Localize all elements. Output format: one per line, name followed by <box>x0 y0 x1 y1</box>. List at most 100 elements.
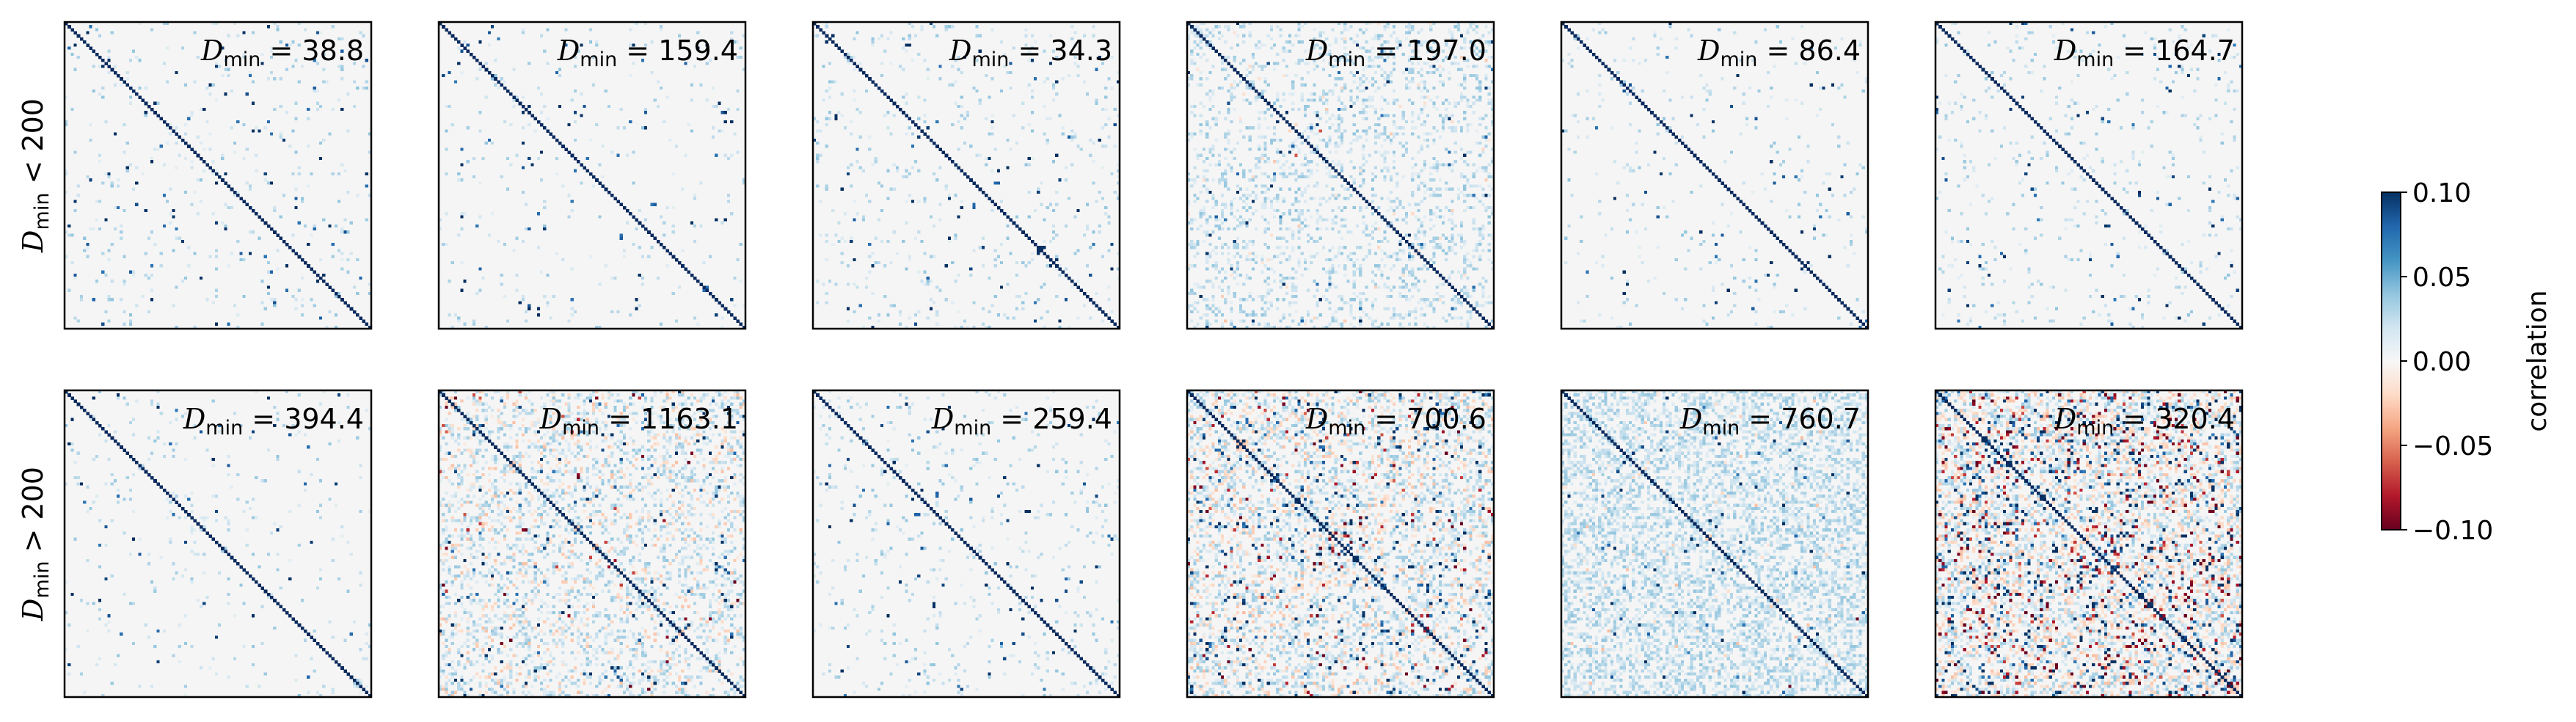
heatmap-cell <box>1935 111 1939 114</box>
heatmap-cell <box>184 276 188 280</box>
heatmap-cell <box>923 270 927 274</box>
heatmap-cell <box>1303 267 1307 271</box>
heatmap-cell <box>187 117 191 120</box>
heatmap-cell <box>334 295 338 299</box>
heatmap-cell <box>1224 178 1227 182</box>
heatmap-cell <box>1373 252 1378 255</box>
heatmap-cell <box>1423 80 1427 84</box>
heatmap-cell <box>1380 322 1384 326</box>
diagonal-cell <box>546 129 550 133</box>
heatmap-cell <box>1398 242 1402 247</box>
heatmap-cell <box>690 83 693 87</box>
heatmap-cell <box>1564 129 1568 133</box>
heatmap-cell <box>365 172 368 175</box>
heatmap-cell <box>1469 22 1473 26</box>
diagonal-cell <box>1757 218 1762 222</box>
heatmap-cell <box>1453 55 1457 59</box>
heatmap-cell <box>1321 160 1326 164</box>
heatmap-cell <box>899 313 902 317</box>
heatmap-cell <box>1432 65 1436 68</box>
heatmap-cell <box>1414 285 1417 289</box>
heatmap-cell <box>1420 68 1423 71</box>
heatmap-cell <box>1638 255 1641 258</box>
heatmap-cell <box>1386 307 1390 310</box>
diagonal-cell <box>1414 249 1417 252</box>
heatmap-cell <box>1404 68 1408 71</box>
heatmap-cell <box>1190 221 1194 225</box>
heatmap-cell <box>1236 208 1240 213</box>
heatmap-cell <box>1417 280 1420 283</box>
heatmap-cell <box>1635 230 1638 234</box>
heatmap-cell <box>954 101 957 105</box>
diagonal-cell <box>969 178 973 182</box>
heatmap-cell <box>1435 285 1439 289</box>
heatmap-cell <box>1030 258 1034 262</box>
heatmap-cell <box>1211 28 1215 32</box>
heatmap-cell <box>1211 34 1215 37</box>
diagonal-cell <box>1208 43 1212 47</box>
heatmap-cell <box>1451 246 1454 249</box>
heatmap-cell <box>1429 187 1433 191</box>
heatmap-cell <box>448 70 451 75</box>
heatmap-cell <box>1586 89 1589 93</box>
heatmap-cell <box>251 31 255 34</box>
diagonal-cell <box>1635 95 1638 99</box>
heatmap-cell <box>1445 181 1448 185</box>
heatmap-cell <box>1398 104 1402 109</box>
heatmap-cell <box>2181 95 2184 99</box>
heatmap-cell <box>196 212 200 216</box>
heatmap-cell <box>70 261 74 265</box>
heatmap-cell <box>2030 135 2034 139</box>
heatmap-cell <box>1404 86 1408 90</box>
heatmap-cell <box>999 242 1004 247</box>
heatmap-cell <box>337 291 341 296</box>
heatmap-cell <box>251 230 255 234</box>
heatmap-cell <box>1190 264 1194 268</box>
heatmap-cell <box>1453 129 1457 133</box>
heatmap-cell <box>1288 150 1292 154</box>
heatmap-cell <box>2046 153 2049 157</box>
heatmap-cell <box>1058 178 1062 182</box>
heatmap-cell <box>1365 298 1368 302</box>
diagonal-cell <box>1702 163 1706 167</box>
heatmap-cell <box>1414 307 1417 310</box>
diagonal-cell <box>101 59 105 62</box>
heatmap-cell <box>1435 236 1439 240</box>
heatmap-cell <box>2220 132 2224 136</box>
heatmap-cell <box>1767 70 1770 75</box>
heatmap-cell <box>1420 200 1423 203</box>
heatmap-cell <box>1193 40 1197 44</box>
diagonal-cell <box>1583 43 1586 47</box>
heatmap-cell <box>1251 310 1255 314</box>
diagonal-cell <box>1116 325 1120 329</box>
heatmap-cell <box>484 142 488 145</box>
heatmap-cell <box>1294 153 1298 157</box>
heatmap-cell <box>150 264 154 268</box>
heatmap-cell <box>1398 322 1402 326</box>
heatmap-cell <box>340 49 344 53</box>
diagonal-cell <box>702 285 707 290</box>
heatmap-cell <box>1260 156 1264 161</box>
heatmap-cell <box>484 325 488 329</box>
heatmap-cell <box>1567 178 1571 182</box>
heatmap-cell <box>1812 236 1816 240</box>
diagonal-cell <box>1086 295 1090 299</box>
heatmap-cell <box>1009 252 1012 255</box>
heatmap-cell <box>990 77 994 81</box>
heatmap-cell <box>1359 264 1362 268</box>
heatmap-cell <box>165 142 169 145</box>
heatmap-cell <box>947 83 952 87</box>
heatmap-cell <box>1849 215 1853 219</box>
heatmap-cell <box>1371 270 1374 274</box>
heatmap-cell <box>1993 316 1997 320</box>
heatmap-cell <box>214 65 218 68</box>
heatmap-cell <box>1331 316 1335 320</box>
heatmap-cell <box>1803 190 1807 194</box>
heatmap-cell <box>1334 142 1338 145</box>
diagonal-cell <box>1009 218 1013 222</box>
heatmap-cell <box>1445 147 1448 151</box>
heatmap-cell <box>1318 298 1322 302</box>
heatmap-cell <box>1684 298 1687 302</box>
heatmap-cell <box>1690 114 1693 117</box>
heatmap-cell <box>1214 319 1218 323</box>
